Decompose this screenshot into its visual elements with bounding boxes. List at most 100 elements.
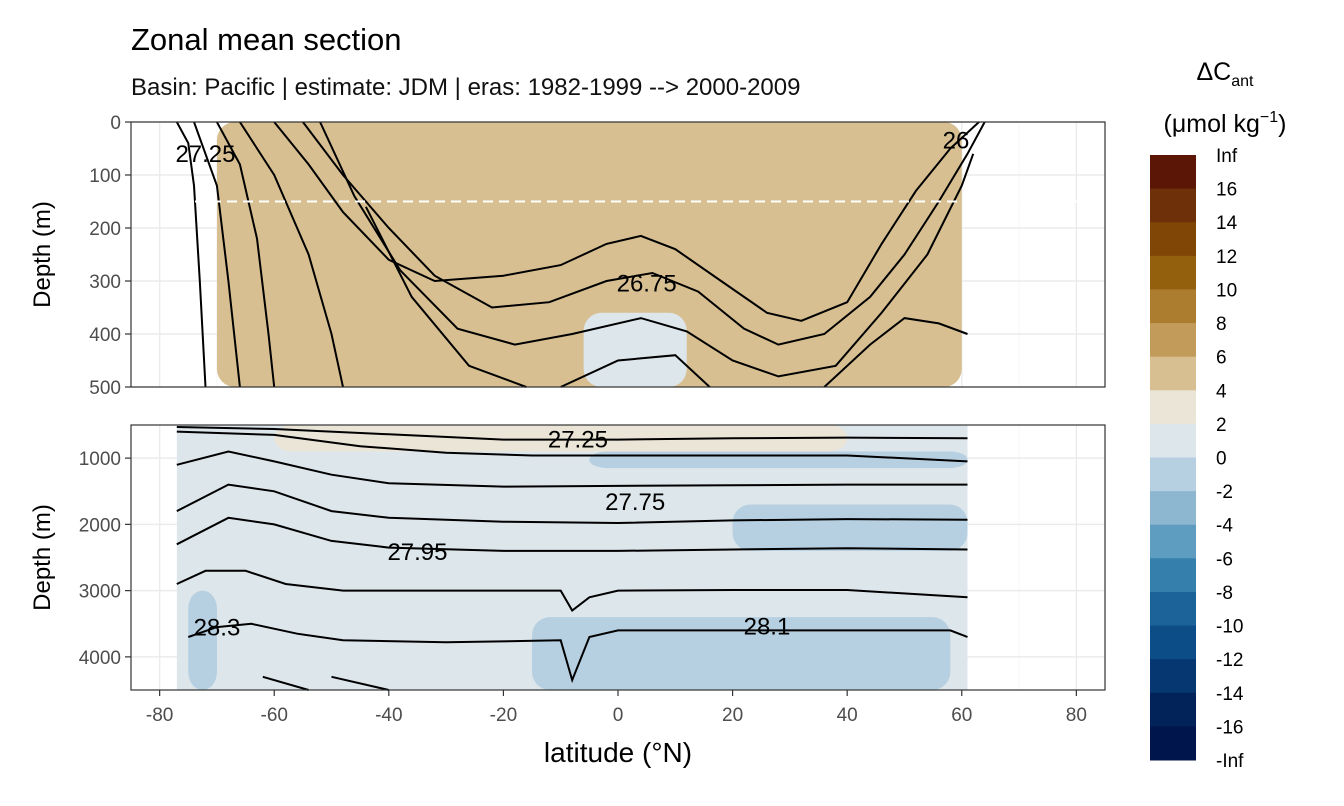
legend-break-label: 16	[1216, 180, 1237, 201]
legend-swatch	[1150, 323, 1196, 358]
legend-units: (μmol kg−1)	[1164, 109, 1287, 138]
fill-patch	[188, 590, 217, 690]
y-tick-label: 4000	[79, 648, 121, 669]
y-tick-label: 300	[89, 272, 121, 293]
legend-break-label: -16	[1216, 717, 1243, 738]
contour-line	[273, 121, 980, 322]
legend-swatch	[1150, 726, 1196, 761]
x-tick-label: 60	[951, 705, 972, 726]
x-tick-label: 0	[613, 705, 624, 726]
contour-line	[193, 121, 241, 388]
legend-break-label: -2	[1216, 482, 1233, 503]
contour-label: 26.75	[617, 271, 677, 298]
legend-swatch	[1150, 423, 1196, 458]
legend-swatch	[1150, 222, 1196, 257]
legend-swatch	[1150, 659, 1196, 694]
legend-swatch	[1150, 524, 1196, 559]
y-tick-label: 1000	[79, 449, 121, 470]
contour-line	[216, 121, 276, 388]
legend-break-label: 0	[1216, 449, 1227, 470]
contour-label: 27.25	[548, 427, 608, 454]
y-tick-label: 200	[89, 219, 121, 240]
contour-line	[560, 354, 711, 388]
legend-break-label: 2	[1216, 415, 1227, 436]
legend-break-label: -4	[1216, 516, 1233, 537]
legend-break-label: -12	[1216, 650, 1243, 671]
fill-patch	[532, 617, 951, 690]
contour-line	[331, 675, 390, 691]
legend-break-label: 6	[1216, 348, 1227, 369]
legend-swatch	[1150, 591, 1196, 627]
legend-break-label: -Inf	[1216, 751, 1244, 772]
x-tick-label: -40	[375, 705, 402, 726]
contour-label: 28.3	[194, 615, 241, 642]
legend-break-label: 8	[1216, 314, 1227, 335]
legend-swatch	[1150, 625, 1196, 660]
y-tick-label: 400	[89, 325, 121, 346]
legend-swatch	[1150, 558, 1196, 593]
y-tick-label: 500	[89, 378, 121, 399]
legend-swatch	[1150, 356, 1196, 391]
contour-label: 28.1	[744, 613, 791, 640]
y-axis-title: Depth (m)	[29, 201, 56, 308]
legend-swatch	[1150, 155, 1196, 190]
contour-line	[823, 317, 968, 388]
legend-break-label: 14	[1216, 213, 1238, 234]
x-tick-label: 40	[837, 705, 858, 726]
contour-label: 27.75	[605, 489, 665, 516]
y-tick-label: 3000	[79, 582, 121, 603]
y-tick-label: 0	[110, 113, 121, 134]
fill-patch	[216, 122, 962, 387]
contour-line	[262, 675, 309, 691]
legend-swatch	[1150, 255, 1196, 290]
contour-label: 26	[943, 128, 970, 155]
legend-break-label: 4	[1216, 381, 1227, 402]
contour-line	[187, 622, 968, 684]
contour-line	[176, 426, 968, 441]
legend-title: ΔCant	[1196, 58, 1254, 90]
x-tick-label: -60	[261, 705, 288, 726]
legend-break-label: -10	[1216, 617, 1243, 638]
y-axis-title: Depth (m)	[29, 504, 56, 611]
fill-patch	[274, 425, 848, 452]
contour-line	[176, 569, 968, 612]
contour-label: 27.25	[175, 141, 235, 168]
panel-upper: 27.25 26.75 26 0 100 200 300 400 500 Depth (m)	[29, 113, 1106, 399]
contour-line	[176, 483, 968, 525]
legend-break-label: Inf	[1216, 146, 1238, 167]
fill-patch	[732, 504, 968, 551]
x-tick-label: 80	[1066, 705, 1087, 726]
contour-line	[176, 450, 968, 488]
y-tick-label: 100	[89, 166, 121, 187]
legend-swatch	[1150, 491, 1196, 526]
contour-line	[365, 206, 527, 388]
legend-swatch	[1150, 692, 1196, 727]
chart-title: Zonal mean section	[131, 22, 402, 57]
contour-line	[175, 121, 207, 388]
legend-break-label: 10	[1216, 280, 1237, 301]
contour-line	[176, 516, 968, 552]
panel-lower: 27.25 27.75 27.95 28.3 28.1 1000 2000 3000 4000 D…	[29, 424, 1106, 726]
contour-line	[239, 121, 344, 388]
contour-line	[319, 121, 975, 378]
x-axis-title: latitude (°N)	[544, 737, 692, 768]
y-tick-label: 2000	[79, 515, 121, 536]
contour-line	[176, 430, 968, 463]
legend-swatch	[1150, 390, 1196, 425]
legend-break-label: -14	[1216, 684, 1244, 705]
contour-line	[302, 121, 986, 346]
x-tick-label: 20	[722, 705, 743, 726]
contour-label: 27.95	[387, 539, 447, 566]
legend-swatch	[1150, 188, 1196, 223]
x-tick-label: -20	[490, 705, 517, 726]
legend-swatch	[1150, 457, 1196, 492]
legend: ΔCant (μmol kg−1) Inf 16 14 12 10 8 6 4 2 0 -2 -4 -6 -8…	[1150, 58, 1286, 772]
chart-subtitle: Basin: Pacific | estimate: JDM | eras: 1…	[131, 74, 801, 101]
fill-patch	[583, 312, 687, 387]
fill-patch	[589, 451, 968, 469]
x-tick-label: -80	[146, 705, 173, 726]
legend-break-label: -8	[1216, 583, 1233, 604]
panel-border	[130, 121, 1106, 388]
legend-break-label: 12	[1216, 247, 1237, 268]
